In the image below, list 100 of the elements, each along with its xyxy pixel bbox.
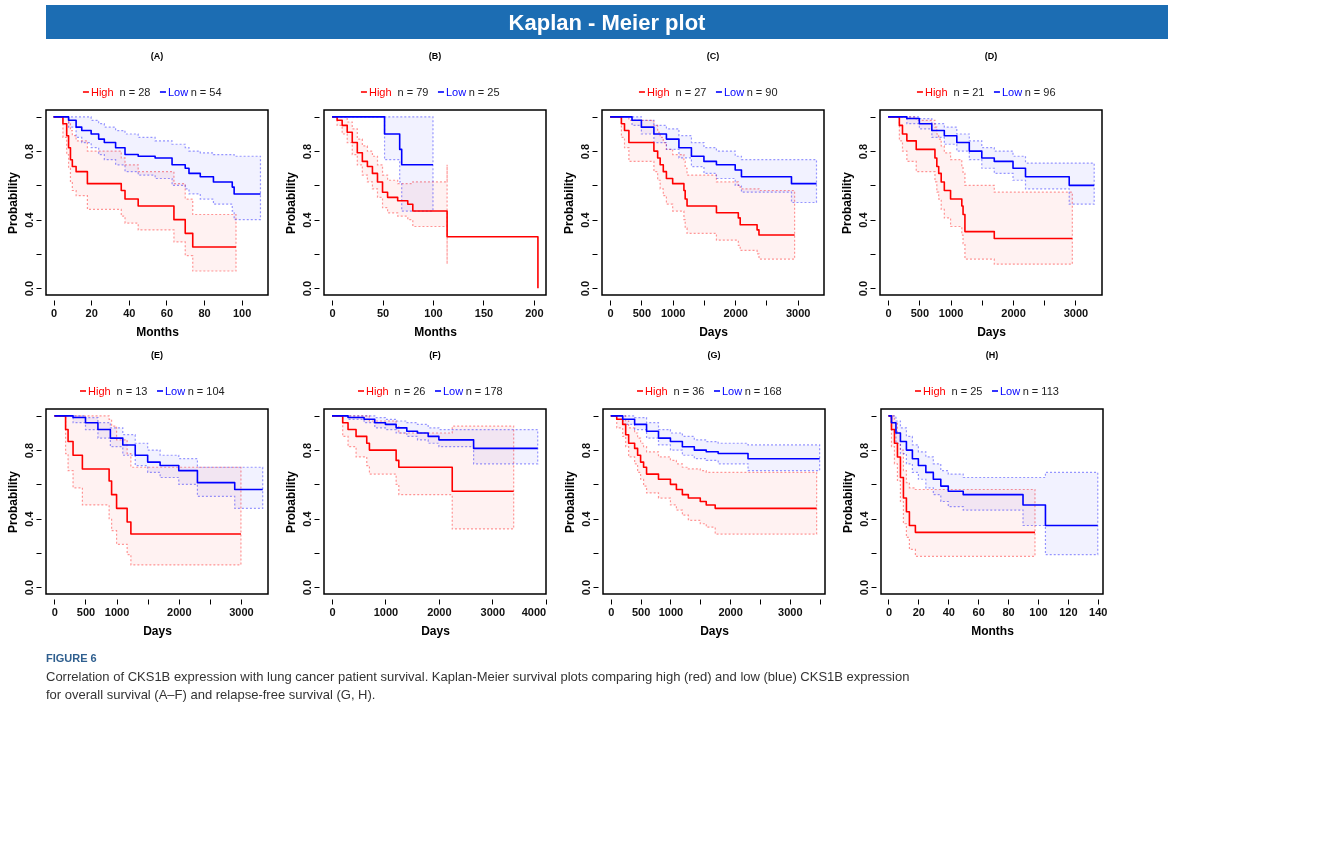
x-tick-label: 2000 xyxy=(167,605,192,618)
x-tick-label: 500 xyxy=(910,306,930,319)
y-tick-label: 0.8 xyxy=(22,442,35,459)
y-axis-title: Probability xyxy=(840,470,855,534)
text: n = 54 xyxy=(190,86,222,98)
legend-label: High xyxy=(646,86,670,98)
y-axis-title: Probability xyxy=(283,171,298,235)
text: n = 13 xyxy=(116,385,148,397)
text: n = 36 xyxy=(673,385,705,397)
x-tick-label: 0 xyxy=(885,605,893,618)
y-tick-label: 0.8 xyxy=(856,143,869,160)
text: n = 79 xyxy=(397,86,429,98)
x-tick-label: 50 xyxy=(376,306,390,319)
y-tick-label: 0.8 xyxy=(857,442,870,459)
x-tick-label: 120 xyxy=(1059,605,1078,618)
legend-label: Low xyxy=(443,385,464,397)
x-tick-label: 200 xyxy=(525,306,544,319)
x-tick-label: 2000 xyxy=(723,306,748,319)
legend-label: Low xyxy=(1000,385,1021,397)
x-tick-label: 0 xyxy=(885,306,892,319)
x-tick-label: 150 xyxy=(474,306,494,319)
x-tick-label: 20 xyxy=(85,306,98,319)
x-tick-label: 2000 xyxy=(427,605,452,618)
legend-label: High xyxy=(368,86,392,98)
y-tick-label: 0.4 xyxy=(857,510,870,527)
y-tick-label: 0.8 xyxy=(300,143,313,160)
x-tick-label: 1000 xyxy=(660,306,686,319)
x-axis-title: Days xyxy=(699,324,729,339)
legend-label: Low xyxy=(165,385,186,397)
y-axis-title: Probability xyxy=(839,171,854,235)
chart-title: (H) xyxy=(985,350,999,360)
text: Kaplan - Meier plot xyxy=(508,10,707,35)
legend-label: Low xyxy=(445,86,467,98)
y-tick-label: 0.4 xyxy=(300,510,313,527)
chart-title: (F) xyxy=(429,350,441,360)
text: n = 21 xyxy=(953,86,985,98)
text: n = 96 xyxy=(1024,86,1056,98)
legend-label: High xyxy=(90,86,114,98)
legend-label: High xyxy=(923,385,946,397)
y-tick-label: 0.4 xyxy=(22,211,35,228)
legend-label: High xyxy=(88,385,111,397)
legend-label: High xyxy=(366,385,389,397)
x-tick-label: 0 xyxy=(50,306,58,319)
legend-label: High xyxy=(924,86,948,98)
x-tick-label: 1000 xyxy=(104,605,130,618)
text: n = 90 xyxy=(746,86,778,98)
x-axis-title: Months xyxy=(971,623,1015,638)
x-tick-label: 3000 xyxy=(1063,306,1089,319)
y-axis-title: Probability xyxy=(5,470,20,534)
x-tick-label: 0 xyxy=(329,605,336,618)
x-tick-label: 80 xyxy=(1002,605,1015,618)
x-tick-label: 20 xyxy=(912,605,925,618)
legend-label: Low xyxy=(1001,86,1023,98)
x-axis-title: Months xyxy=(414,324,458,339)
x-tick-label: 500 xyxy=(76,605,96,618)
chart-title: (E) xyxy=(151,350,163,360)
y-axis-title: Probability xyxy=(562,470,577,534)
text: n = 28 xyxy=(119,86,151,98)
x-tick-label: 100 xyxy=(232,306,252,319)
y-tick-label: 0.8 xyxy=(22,143,35,160)
y-tick-label: 0.0 xyxy=(857,580,870,596)
text: Correlation of CKS1B expression with lung cancer patient survival. Kaplan-Meier survival plots comparing high (red) and low (blue) CKS1B expression for overall survival (A–F) and relapse-free survival (G, H). xyxy=(46,669,910,702)
y-tick-label: 0.8 xyxy=(579,442,592,459)
legend-label: High xyxy=(645,385,668,397)
x-tick-label: 3000 xyxy=(229,605,254,618)
text: n = 25 xyxy=(951,385,983,397)
x-tick-label: 40 xyxy=(123,306,136,319)
y-tick-label: 0.8 xyxy=(300,442,313,459)
x-tick-label: 1000 xyxy=(373,605,399,618)
legend-label: Low xyxy=(722,385,743,397)
y-tick-label: 0.0 xyxy=(578,281,591,297)
text: n = 27 xyxy=(675,86,707,98)
legend-label: Low xyxy=(167,86,189,98)
x-tick-label: 140 xyxy=(1089,605,1108,618)
y-tick-label: 0.0 xyxy=(22,281,35,297)
x-tick-label: 60 xyxy=(972,605,985,618)
x-axis-title: Months xyxy=(136,324,180,339)
x-tick-label: 3000 xyxy=(785,306,811,319)
y-tick-label: 0.0 xyxy=(22,580,35,596)
y-tick-label: 0.0 xyxy=(300,580,313,596)
y-axis-title: Probability xyxy=(5,171,20,235)
x-tick-label: 4000 xyxy=(521,605,547,618)
x-tick-label: 1000 xyxy=(938,306,964,319)
chart-title: (A) xyxy=(150,51,164,61)
y-tick-label: 0.8 xyxy=(578,143,591,160)
y-tick-label: 0.0 xyxy=(300,281,313,297)
legend-label: Low xyxy=(723,86,745,98)
chart-title: (B) xyxy=(428,51,442,61)
y-tick-label: 0.4 xyxy=(578,211,591,228)
x-tick-label: 1000 xyxy=(658,605,684,618)
x-tick-label: 40 xyxy=(942,605,955,618)
y-tick-label: 0.4 xyxy=(579,510,592,527)
text: n = 168 xyxy=(744,385,782,397)
x-tick-label: 0 xyxy=(329,306,336,319)
text: n = 26 xyxy=(394,385,426,397)
y-tick-label: 0.4 xyxy=(300,211,313,228)
chart-title: (G) xyxy=(707,350,721,360)
x-tick-label: 3000 xyxy=(778,605,803,618)
text: n = 104 xyxy=(187,385,225,397)
x-tick-label: 2000 xyxy=(1001,306,1026,319)
